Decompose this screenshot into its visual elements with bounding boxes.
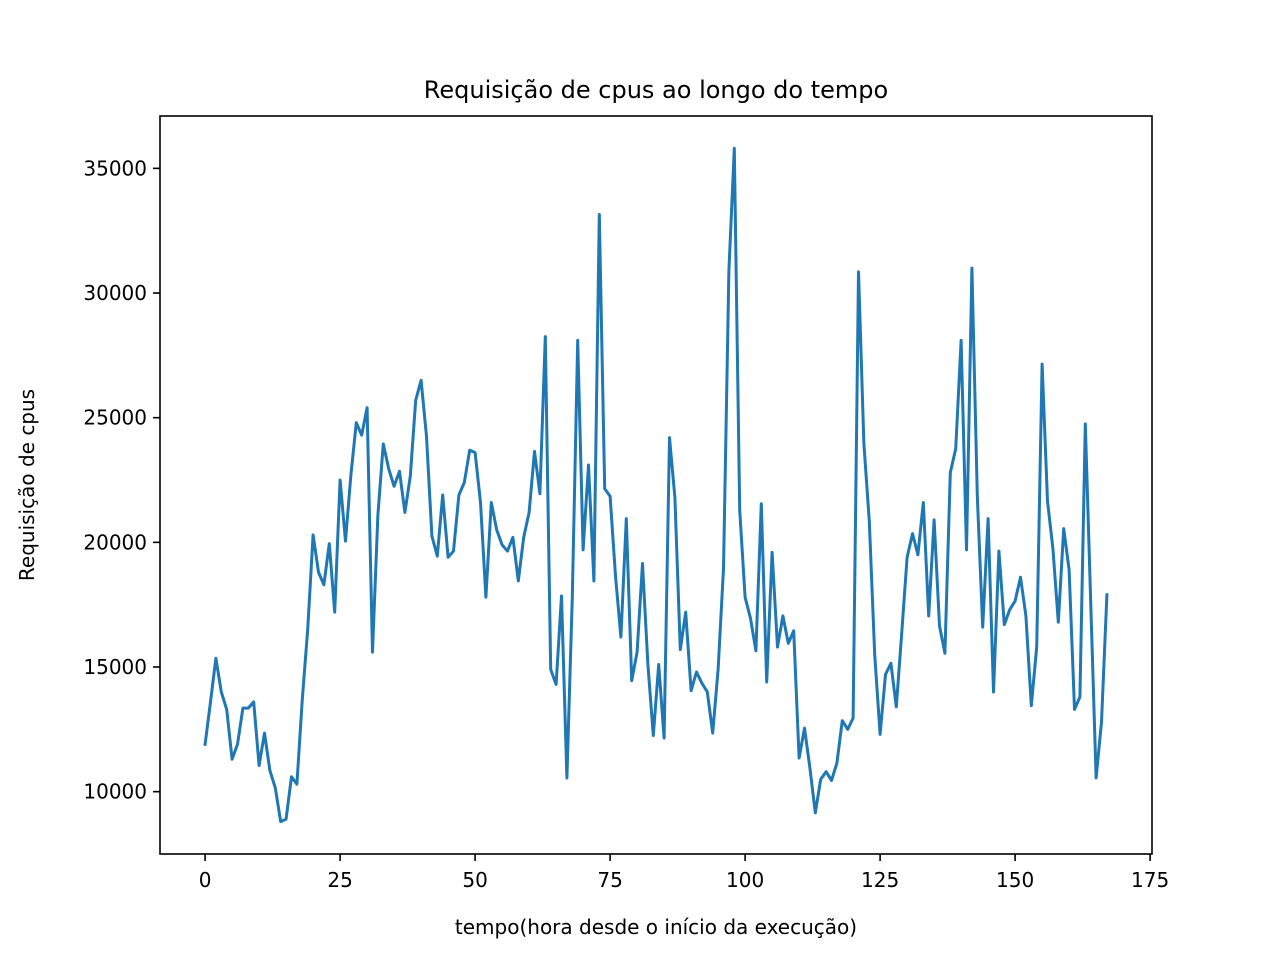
series-line-0 xyxy=(203,146,1109,824)
x-tick-label: 175 xyxy=(1131,868,1169,892)
y-axis: 10000 15000 20000 25000 30000 35000 xyxy=(83,156,160,804)
x-tick-label: 25 xyxy=(327,868,352,892)
x-tick-label: 150 xyxy=(996,868,1034,892)
plot-frame xyxy=(159,115,1153,855)
y-tick-label: 20000 xyxy=(83,530,147,554)
x-tick-label: 125 xyxy=(861,868,899,892)
x-tick-label: 100 xyxy=(726,868,764,892)
x-tick-label: 0 xyxy=(199,868,212,892)
x-tick-label: 75 xyxy=(597,868,622,892)
plot-area xyxy=(203,146,1109,824)
chart-title: Requisição de cpus ao longo do tempo xyxy=(424,76,888,104)
y-tick-label: 30000 xyxy=(83,281,147,305)
y-tick-label: 35000 xyxy=(83,156,147,180)
y-tick-label: 15000 xyxy=(83,655,147,679)
x-tick-label: 50 xyxy=(462,868,487,892)
y-tick-label: 10000 xyxy=(83,780,147,804)
y-tick-label: 25000 xyxy=(83,406,147,430)
x-axis: 0 25 50 75 100 125 150 175 xyxy=(199,854,1169,892)
y-axis-label: Requisição de cpus xyxy=(15,389,39,581)
x-axis-label: tempo(hora desde o início da execução) xyxy=(455,915,857,939)
